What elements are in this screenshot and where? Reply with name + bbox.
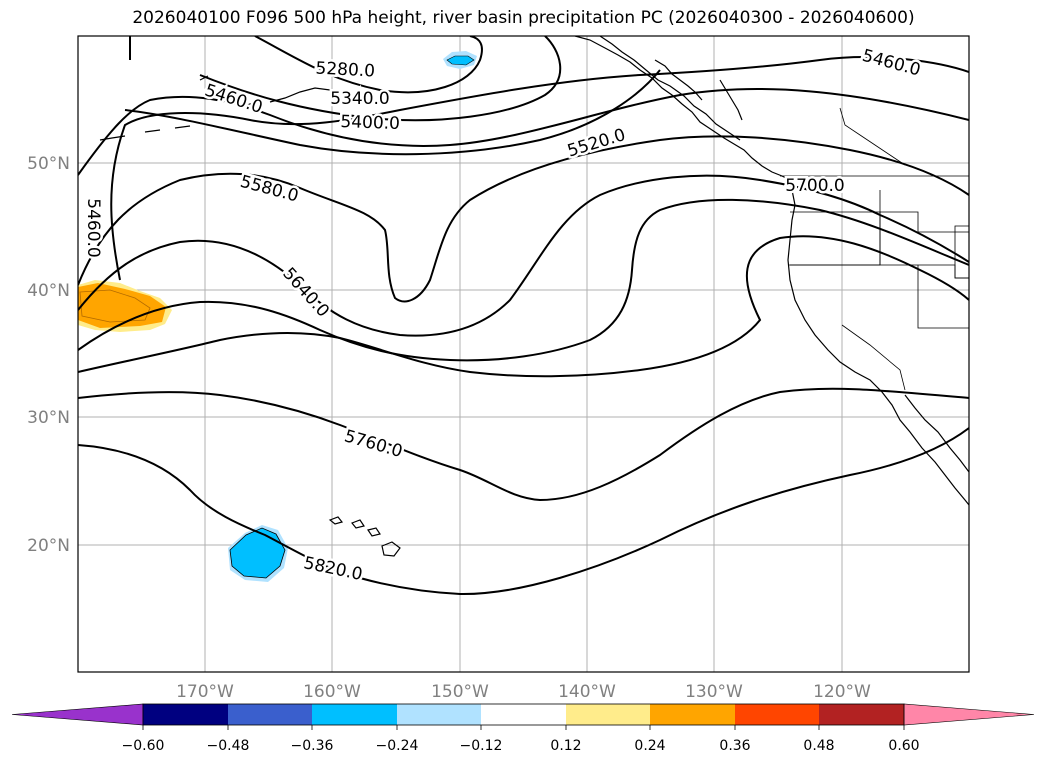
colorbar-tick-label: 0.60 — [888, 738, 919, 754]
contour-labels: 5280.0 5340.0 5400.0 5460.0 5460.0 5460.… — [81, 43, 926, 587]
state-borders — [780, 107, 969, 391]
contour-label: 5340.0 — [330, 89, 389, 109]
coastlines — [99, 36, 969, 557]
lat-label: 30°N — [27, 408, 70, 428]
contour-label: 5460.0 — [860, 46, 923, 81]
colorbar-tick-label: 0.48 — [803, 738, 834, 754]
colorbar-segment — [11, 703, 144, 726]
contour-label: 5460.0 — [202, 81, 265, 118]
contour-label: 5460.0 — [83, 198, 103, 257]
colorbar-segment — [143, 704, 228, 725]
colorbar-tick-label: −0.48 — [207, 738, 250, 754]
colorbar-segment — [397, 704, 481, 725]
colorbar-segment — [903, 703, 1035, 726]
map-title: 2026040100 F096 500 hPa height, river ba… — [132, 8, 915, 28]
lon-label: 150°W — [431, 682, 489, 702]
colorbar-segment — [819, 704, 904, 725]
colorbar-tick-label: −0.12 — [460, 738, 503, 754]
contour-label: 5520.0 — [565, 125, 628, 162]
contour-label: 5280.0 — [315, 58, 375, 81]
colorbar-tick-label: 0.24 — [634, 738, 665, 754]
lon-label: 120°W — [813, 682, 871, 702]
positive-anomaly-area — [78, 280, 172, 332]
lon-label: 160°W — [303, 682, 361, 702]
colorbar: −0.60 −0.48 −0.36 −0.24 −0.12 0.12 0.24 … — [11, 703, 1035, 754]
colorbar-tick-label: −0.24 — [376, 738, 419, 754]
colorbar-segment — [312, 704, 397, 725]
lat-label: 50°N — [27, 154, 70, 174]
colorbar-tick-label: −0.60 — [122, 738, 165, 754]
height-contours — [78, 36, 969, 596]
colorbar-tick-label: 0.12 — [550, 738, 581, 754]
contour-label: 5820.0 — [302, 553, 364, 585]
contour-label: 5700.0 — [785, 176, 844, 196]
colorbar-tick-label: 0.36 — [719, 738, 750, 754]
lat-label: 40°N — [27, 281, 70, 301]
colorbar-segment — [566, 704, 650, 725]
colorbar-segment — [481, 704, 566, 725]
colorbar-segment — [735, 704, 819, 725]
map-content: 5280.0 5340.0 5400.0 5460.0 5460.0 5460.… — [78, 36, 969, 672]
graticule — [78, 36, 969, 672]
lon-label: 140°W — [558, 682, 616, 702]
lat-label: 20°N — [27, 536, 70, 556]
longitude-labels: 170°W 160°W 150°W 140°W 130°W 120°W — [176, 682, 871, 702]
contour-label: 5760.0 — [342, 426, 405, 462]
colorbar-segment — [228, 704, 312, 725]
map-frame — [77, 35, 970, 673]
contour-label: 5400.0 — [340, 112, 400, 134]
lon-label: 130°W — [685, 682, 743, 702]
colorbar-tick-label: −0.36 — [291, 738, 334, 754]
colorbar-frame — [142, 703, 905, 726]
lon-label: 170°W — [176, 682, 234, 702]
latitude-labels: 50°N 40°N 30°N 20°N — [27, 154, 70, 556]
colorbar-segment — [650, 704, 735, 725]
contour-label: 5640.0 — [278, 264, 333, 322]
